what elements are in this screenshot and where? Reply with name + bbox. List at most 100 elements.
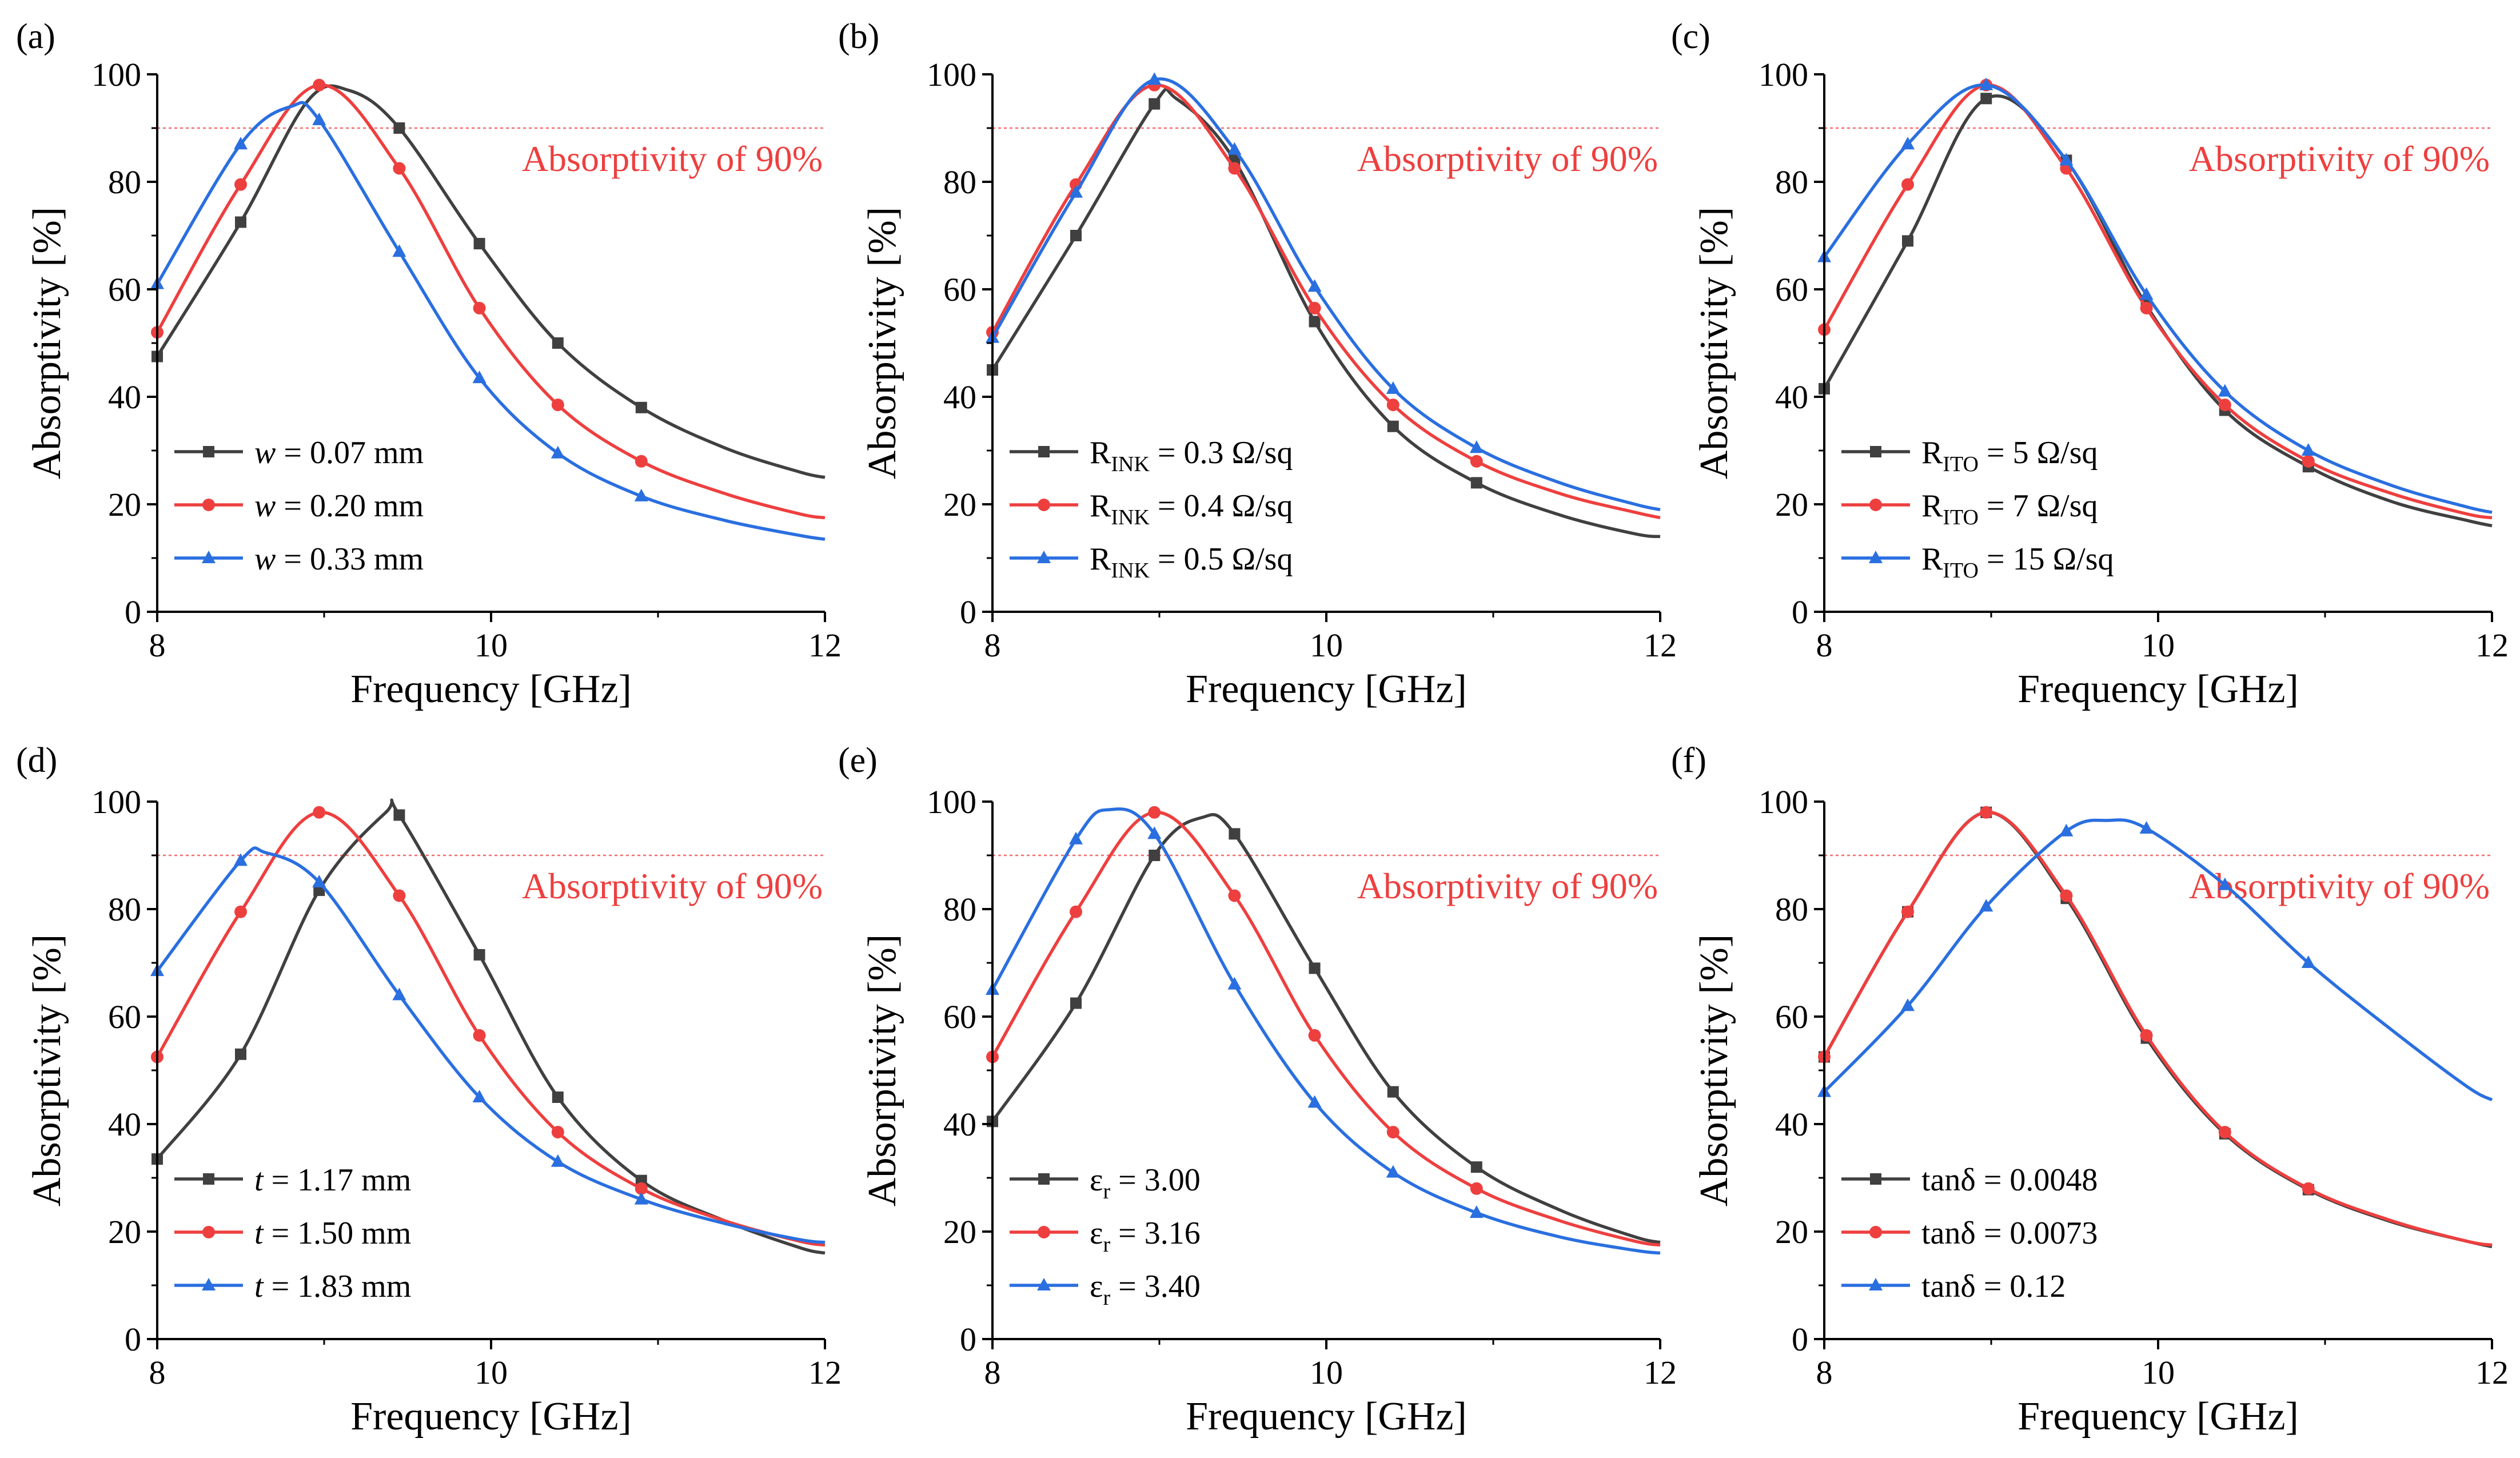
legend-item: RINK = 0.4 Ω/sq [1010, 488, 1293, 529]
series-1 [1818, 806, 2493, 1247]
data-point-marker [393, 889, 406, 902]
legend-label-sub: r [1103, 1286, 1111, 1310]
legend-label: RITO = 5 Ω/sq [1921, 435, 2098, 476]
series-0 [987, 87, 1661, 539]
y-tick-label: 40 [108, 379, 141, 416]
panel-label: (a) [16, 17, 55, 56]
data-point-marker [1147, 826, 1162, 839]
legend-swatch-marker [1038, 499, 1050, 511]
legend-swatch-marker [202, 1278, 216, 1290]
x-axis-label: Frequency [GHz] [350, 1395, 632, 1439]
data-point-marker [2218, 384, 2232, 397]
x-axis-label: Frequency [GHz] [1186, 667, 1467, 711]
x-tick-label: 12 [2475, 627, 2509, 664]
legend-item: tanδ = 0.0048 [1841, 1162, 2098, 1198]
legend-swatch-marker [202, 499, 215, 511]
legend-label-rest: = 0.20 mm [276, 488, 424, 524]
data-point-marker [1070, 905, 1082, 918]
legend-label: w = 0.20 mm [254, 488, 424, 524]
legend-label-rest: = 0.12 [1976, 1269, 2066, 1304]
legend-label-rest: = 0.07 mm [276, 435, 424, 471]
legend-item: tanδ = 0.0073 [1841, 1216, 2098, 1251]
legend-swatch-marker [1037, 551, 1051, 563]
y-axis-label: Absorptivity [%] [1692, 207, 1736, 479]
y-axis-label: Absorptivity [%] [25, 934, 69, 1206]
data-point-marker [1386, 1165, 1400, 1178]
legend-label-sub: r [1103, 1180, 1111, 1204]
data-point-marker [552, 1091, 564, 1103]
data-point-marker [1228, 162, 1241, 175]
y-tick-label: 80 [943, 164, 976, 201]
data-point-marker [2301, 955, 2315, 968]
data-point-marker [551, 1154, 565, 1167]
legend-label-main: ε [1090, 1216, 1103, 1251]
data-point-marker [2140, 1029, 2153, 1042]
data-point-marker [634, 1192, 648, 1205]
legend-label: tanδ = 0.0048 [1921, 1162, 2098, 1198]
legend-swatch-marker [1038, 446, 1050, 457]
data-point-marker [393, 122, 405, 134]
data-point-marker [1386, 381, 1400, 394]
data-point-marker [1387, 1086, 1399, 1098]
data-point-marker [2059, 823, 2074, 836]
legend-item: t = 1.83 mm [174, 1269, 411, 1304]
y-tick-label: 20 [108, 1213, 141, 1250]
legend-label-rest: = 1.50 mm [264, 1216, 412, 1251]
legend-swatch-marker [1038, 1226, 1050, 1238]
series-2 [1817, 818, 2493, 1102]
data-point-marker [1901, 998, 1915, 1011]
legend-item: RITO = 15 Ω/sq [1841, 541, 2114, 583]
legend-swatch-marker [203, 1173, 214, 1185]
legend-label-main: w [254, 488, 276, 524]
x-tick-label: 12 [1644, 1354, 1677, 1391]
data-point-marker [1227, 142, 1242, 155]
legend-label-rest: = 0.5 Ω/sq [1150, 541, 1293, 577]
series-line [991, 807, 1661, 1255]
x-axis-label: Frequency [GHz] [1186, 1395, 1467, 1439]
data-point-marker [2301, 443, 2315, 456]
legend-label: RINK = 0.4 Ω/sq [1090, 488, 1293, 529]
data-point-marker [1470, 455, 1483, 468]
legend-item: RINK = 0.3 Ω/sq [1010, 435, 1293, 476]
legend-swatch-marker [1038, 1173, 1050, 1185]
legend-label-main: tanδ [1921, 1216, 1976, 1251]
y-tick-label: 60 [108, 271, 141, 308]
data-point-marker [2302, 455, 2315, 468]
data-point-marker [551, 399, 564, 412]
legend-label-sub: INK [1111, 452, 1150, 476]
data-point-marker [1307, 279, 1322, 292]
reference-label: Absorptivity of 90% [2189, 138, 2490, 179]
series-2 [150, 846, 826, 1244]
legend-item: tanδ = 0.12 [1841, 1269, 2066, 1304]
x-tick-label: 12 [2475, 1354, 2509, 1391]
x-tick-label: 12 [808, 627, 842, 664]
y-tick-label: 20 [943, 486, 976, 523]
legend-label-rest: = 0.4 Ω/sq [1150, 488, 1293, 524]
data-point-marker [634, 488, 648, 501]
data-point-marker [635, 455, 648, 468]
data-point-marker [1902, 235, 1913, 247]
legend-label: RINK = 0.3 Ω/sq [1090, 435, 1293, 476]
legend-label-main: R [1090, 488, 1111, 524]
data-point-marker [2140, 301, 2153, 314]
panel-label: (f) [1671, 741, 1706, 780]
data-point-marker [1386, 1126, 1399, 1139]
y-tick-label: 0 [1792, 593, 1808, 631]
x-tick-label: 8 [984, 1354, 1001, 1391]
legend-label-sub: r [1103, 1233, 1111, 1257]
data-point-marker [551, 445, 565, 459]
series-line [155, 101, 826, 541]
legend-label: tanδ = 0.12 [1921, 1269, 2066, 1304]
legend-item: εr = 3.40 [1010, 1269, 1201, 1310]
series-2 [150, 101, 826, 541]
series-1 [151, 78, 826, 520]
reference-label: Absorptivity of 90% [1357, 138, 1658, 179]
legend-item: w = 0.33 mm [174, 541, 424, 577]
y-tick-label: 100 [91, 783, 141, 820]
x-tick-label: 8 [1816, 1354, 1833, 1391]
data-point-marker [234, 905, 247, 918]
data-point-marker [313, 78, 326, 91]
chart-panel-d: (d) Absorptivity of 90% 8 10 12 0 20 40 60 80 100 F… [16, 741, 842, 1439]
legend-label-main: tanδ [1921, 1269, 1976, 1304]
